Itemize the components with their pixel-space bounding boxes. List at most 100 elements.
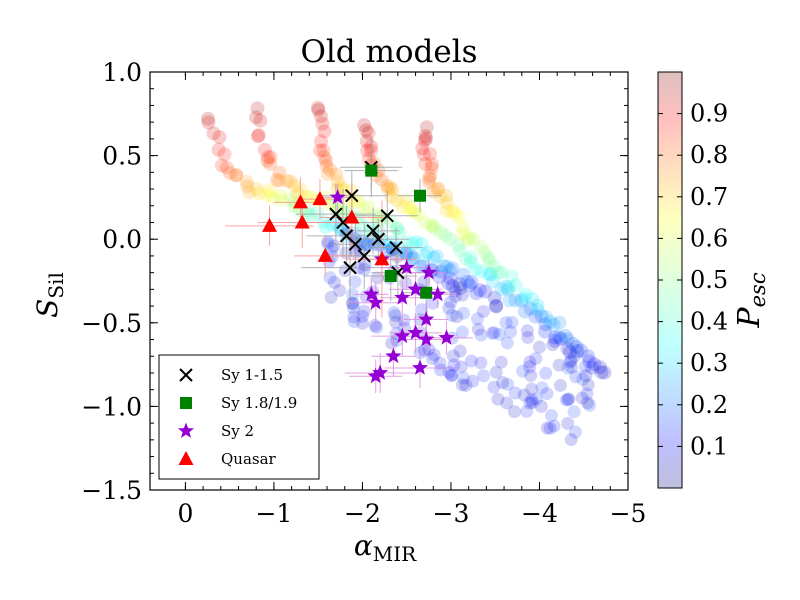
model-point [395,199,410,214]
model-point [424,161,439,176]
model-point [263,156,278,171]
y-tick-label: 1.0 [102,58,142,87]
point-sy-2 [438,329,455,345]
model-point [321,197,336,212]
model-point [460,274,475,289]
model-point [219,160,234,175]
model-point [251,186,266,201]
model-point [431,181,446,196]
x-tick-label: −3 [433,499,470,528]
model-point [430,182,445,197]
model-point [425,219,440,234]
model-point [357,304,371,318]
colorbar: 0.1 0.2 0.3 0.4 0.5 0.6 0.7 0.8 0.9 [657,71,728,489]
model-point [403,200,418,215]
model-point [263,150,278,165]
x-tick-label: 0 [177,499,193,528]
chart-title: Old models [300,34,477,70]
colorbar-tick-label: 0.7 [690,183,728,211]
model-point [330,204,345,219]
legend-marker-sy-2 [177,422,195,438]
point-sy-1-1-5 [345,189,359,203]
model-point [283,174,298,189]
y-tick-label: −0.5 [81,309,142,338]
model-point [504,269,519,284]
model-point [251,128,266,143]
point-sy-2 [429,285,446,302]
model-point [585,360,600,375]
model-point [400,234,415,249]
point-quasar [294,214,310,229]
model-point [546,317,561,332]
model-point [523,301,538,316]
point-quasar [344,209,360,224]
model-point [450,238,465,253]
model-point [361,125,376,140]
model-point [476,304,490,318]
point-sy-2 [394,327,411,344]
model-point [433,363,447,377]
model-point [464,275,479,290]
model-point [214,158,229,173]
model-point [357,118,372,133]
model-point [525,396,539,410]
model-point [466,374,480,388]
model-point [452,243,467,258]
model-point [553,378,567,392]
y-tick-label: 0.5 [102,142,142,171]
model-point [318,220,333,235]
model-point [502,293,517,308]
marker-stroke [371,232,386,246]
model-point [390,221,405,236]
model-point [269,172,284,187]
model-point [398,246,413,261]
model-point [416,147,431,162]
model-point [201,111,216,126]
model-point [385,182,400,197]
model-point [474,264,489,279]
marker-stroke [329,207,343,221]
model-point [445,308,459,322]
point-sy-2 [367,294,384,310]
x-tick-label: −5 [610,499,647,528]
model-point [547,419,561,433]
model-point [508,386,522,400]
model-point [469,286,484,301]
model-point [415,141,430,156]
model-point [397,313,411,327]
model-point [552,315,567,330]
model-point [466,231,481,246]
model-point [274,192,289,207]
plot-frame [149,71,629,491]
model-point [587,357,602,372]
model-point [370,320,384,334]
point-sy-1-8-1-9 [365,164,378,177]
model-point [423,146,438,161]
model-point [311,100,326,115]
model-point [432,270,447,285]
model-point [345,288,359,302]
model-point [576,372,590,386]
model-point [540,421,554,435]
model-point [494,281,509,296]
model-point [562,392,576,406]
model-point [260,153,275,168]
point-quasar [317,247,333,262]
model-point [265,190,280,205]
model-point [564,353,578,367]
model-point [529,392,543,406]
legend-marker-sy-1-8-1-9 [180,397,192,409]
model-point [552,358,566,372]
model-point [580,387,594,401]
model-point [358,258,372,272]
model-point [464,255,479,270]
model-point [222,165,237,180]
legend-label-quasar: Quasar [221,450,277,468]
model-point [569,370,583,384]
model-point [521,330,535,344]
model-point [260,187,275,202]
model-point [445,368,459,382]
model-point [442,301,456,315]
model-point [468,262,483,277]
point-sy-1-1-5 [380,209,394,223]
